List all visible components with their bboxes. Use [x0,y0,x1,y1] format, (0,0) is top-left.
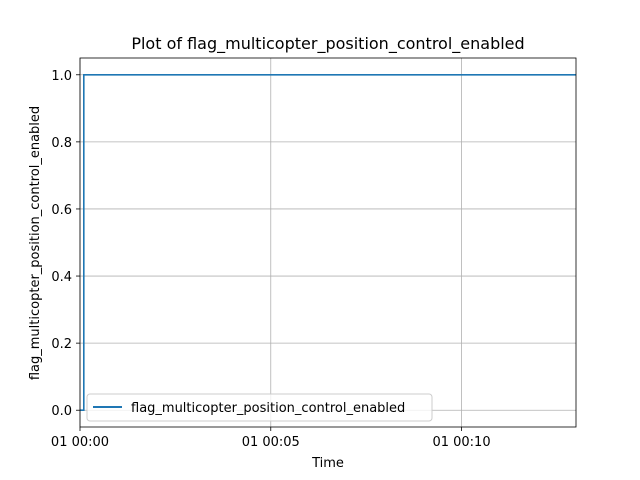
y-tick-label: 1.0 [51,69,72,84]
series-layer [80,74,576,412]
x-axis-label: Time [311,456,344,471]
x-tick-label: 01 00:10 [432,435,490,450]
plot-frame [79,57,577,428]
x-axis: 01 00:00 01 00:05 01 00:10 [51,427,491,450]
y-tick-label: 0.8 [51,136,72,151]
x-tick-label: 01 00:05 [242,435,300,450]
y-tick-label: 0.6 [51,203,72,218]
y-tick-label: 0.4 [51,270,72,285]
y-axis: 0.0 0.2 0.4 0.6 0.8 1.0 [51,69,80,419]
legend-box [86,393,433,422]
legend-label: flag_multicopter_position_control_enable… [131,401,405,416]
legend: flag_multicopter_position_control_enable… [86,393,433,422]
y-tick-label: 0.2 [51,337,72,352]
series-line [80,74,576,412]
y-tick-label: 0.0 [51,404,72,419]
y-axis-label: flag_multicopter_position_control_enable… [28,106,43,380]
chart-title: Plot of flag_multicopter_position_contro… [131,34,524,54]
x-tick-label: 01 00:00 [51,435,109,450]
